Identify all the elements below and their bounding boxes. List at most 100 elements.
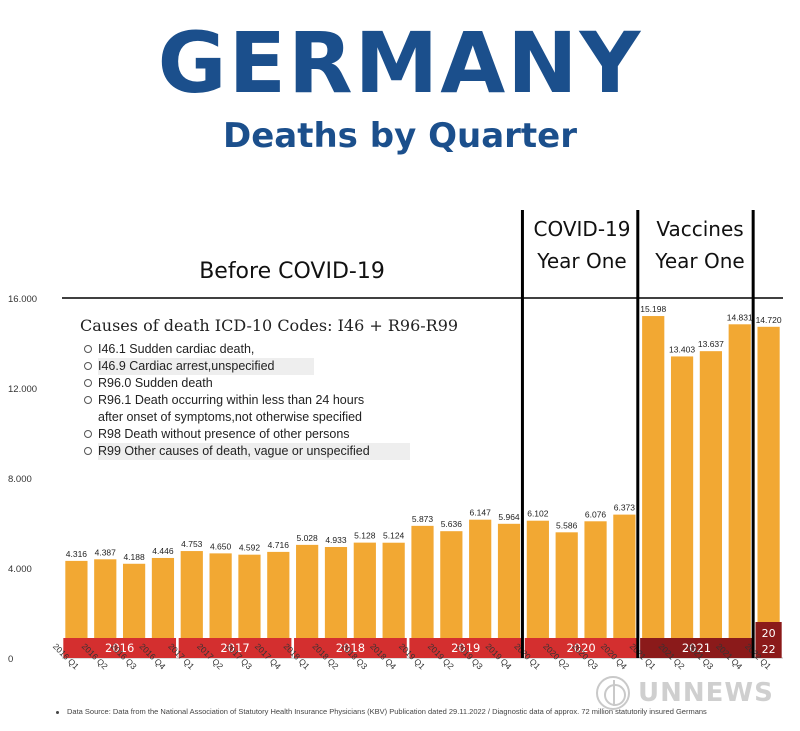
- y-tick-label: 0: [8, 654, 13, 665]
- year-band-label: 2017: [220, 641, 249, 655]
- bar-value-label: 4.316: [66, 549, 88, 559]
- bullet-icon: [56, 710, 59, 714]
- bar-value-label: 5.586: [556, 520, 578, 530]
- bar: [440, 531, 463, 658]
- bar: [699, 351, 723, 658]
- bar: [555, 532, 578, 658]
- y-tick-label: 12.000: [8, 384, 37, 395]
- legend-item: R98 Death without presence of other pers…: [80, 426, 500, 443]
- year-band-label: 2021: [682, 641, 711, 655]
- legend-item-text: R96.1 Death occurring within less than 2…: [98, 393, 365, 407]
- year-band: [409, 638, 523, 658]
- bar: [642, 316, 665, 658]
- bar-value-label: 14.831: [727, 312, 753, 322]
- bar-value-label: 4.592: [239, 543, 261, 553]
- bar-value-label: 6.147: [470, 508, 492, 518]
- bullet-icon: [84, 362, 92, 370]
- legend-item: R99 Other causes of death, vague or unsp…: [80, 443, 500, 460]
- bar: [728, 324, 751, 658]
- bar: [353, 542, 376, 658]
- bar-value-label: 6.102: [527, 509, 549, 519]
- period-label-vaccines-line2: Year One: [654, 249, 744, 273]
- bar: [151, 557, 175, 658]
- bar-value-label: 14.720: [756, 315, 782, 325]
- bar: [94, 559, 117, 658]
- bar-value-label: 6.373: [614, 503, 636, 513]
- y-tick-label: 4.000: [8, 564, 32, 575]
- year-band: [524, 638, 638, 658]
- bullet-icon: [84, 345, 92, 353]
- bar: [267, 551, 290, 658]
- bar: [382, 542, 405, 658]
- bar: [411, 525, 434, 658]
- bar: [238, 554, 261, 658]
- legend-item: R96.0 Sudden death: [80, 375, 500, 392]
- bar-value-label: 6.076: [585, 509, 607, 519]
- legend-item: I46.1 Sudden cardiac death,: [80, 341, 500, 358]
- bar: [497, 523, 521, 658]
- watermark-text: UNNEWS: [638, 678, 774, 708]
- period-label-before: Before COVID-19: [199, 259, 385, 284]
- bar: [324, 547, 348, 658]
- year-band: [640, 638, 753, 658]
- legend-item-text: R99 Other causes of death, vague or unsp…: [98, 443, 410, 460]
- bar-value-label: 13.637: [698, 339, 724, 349]
- bar-value-label: 15.198: [640, 304, 666, 314]
- legend-item-text: R96.0 Sudden death: [98, 376, 213, 390]
- period-label-vaccines-line1: Vaccines: [656, 217, 743, 241]
- bar-value-label: 4.933: [325, 535, 347, 545]
- year-band: [294, 638, 407, 658]
- legend-item-text: I46.1 Sudden cardiac death,: [98, 342, 255, 356]
- data-source-text: Data Source: Data from the National Asso…: [67, 707, 707, 716]
- bar: [613, 514, 636, 658]
- year-band-label: 2018: [336, 641, 365, 655]
- legend-title: Causes of death ICD-10 Codes: I46 + R96-…: [80, 316, 459, 335]
- bar-value-label: 5.124: [383, 531, 405, 541]
- chart-title: GERMANY: [157, 14, 643, 112]
- year-band-label: 22: [762, 643, 776, 656]
- bar: [526, 520, 549, 658]
- watermark: UNNEWS: [596, 676, 792, 712]
- globe-icon: [596, 676, 630, 710]
- bar: [65, 560, 88, 658]
- year-band: [755, 622, 782, 658]
- bar-value-label: 5.964: [498, 512, 520, 522]
- bar-value-label: 13.403: [669, 344, 695, 354]
- bar-value-label: 5.636: [441, 519, 463, 529]
- legend-item-text-continued: after onset of symptoms,not otherwise sp…: [98, 410, 363, 424]
- y-tick-label: 16.000: [8, 294, 37, 305]
- bar: [670, 356, 694, 658]
- bullet-icon: [84, 447, 92, 455]
- bar: [296, 544, 319, 658]
- bar-value-label: 4.387: [95, 547, 117, 557]
- bar-value-label: 4.650: [210, 541, 232, 551]
- legend-list: I46.1 Sudden cardiac death, I46.9 Cardiac…: [80, 341, 500, 460]
- legend-item: I46.9 Cardiac arrest,unspecified: [80, 358, 500, 375]
- legend-item-text: R98 Death without presence of other pers…: [98, 427, 350, 441]
- legend-item: R96.1 Death occurring within less than 2…: [80, 392, 500, 426]
- bar-value-label: 4.188: [123, 552, 145, 562]
- legend-item-text: I46.9 Cardiac arrest,unspecified: [98, 358, 315, 375]
- bar-value-label: 4.446: [152, 546, 174, 556]
- year-band-label: 2020: [566, 641, 595, 655]
- year-band: [63, 638, 177, 658]
- year-band: [178, 638, 292, 658]
- bullet-icon: [84, 430, 92, 438]
- bar-value-label: 4.716: [268, 540, 290, 550]
- bar: [469, 519, 492, 658]
- period-label-covid-line1: COVID-19: [533, 217, 630, 241]
- bullet-icon: [84, 396, 92, 404]
- year-band-label: 2019: [451, 641, 480, 655]
- chart-subtitle: Deaths by Quarter: [223, 116, 577, 156]
- bar: [584, 521, 607, 658]
- bar: [209, 553, 232, 658]
- bar-value-label: 5.128: [354, 531, 376, 541]
- bar-value-label: 5.873: [412, 514, 434, 524]
- data-source-note: Data Source: Data from the National Asso…: [56, 707, 707, 716]
- year-band-label: 20: [762, 627, 776, 640]
- bullet-icon: [84, 379, 92, 387]
- year-band-label: 2016: [105, 641, 134, 655]
- bar-value-label: 5.028: [296, 533, 318, 543]
- bar: [757, 326, 780, 658]
